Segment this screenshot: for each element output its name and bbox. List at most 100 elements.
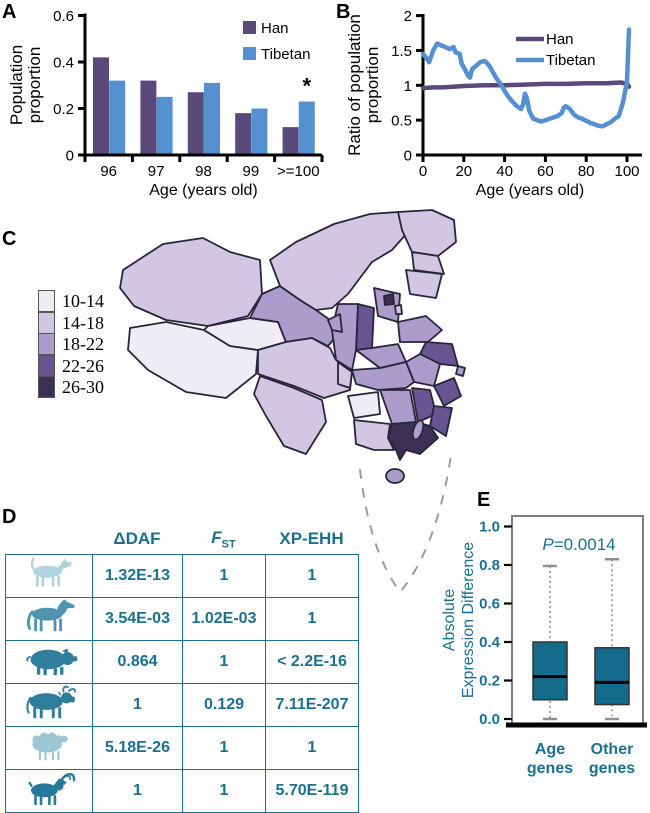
animal-cell	[5, 640, 93, 684]
b-y-tick-label: 0	[404, 148, 412, 165]
bar-han-98	[187, 92, 204, 155]
e-box-age	[532, 641, 568, 701]
a-x-tick-label: 99	[243, 163, 260, 180]
china-choropleth-map	[119, 209, 466, 484]
bar-tibetan-96	[109, 80, 126, 155]
stat-value-cell: 5.18E-26	[92, 726, 183, 770]
b-x-tick-label: 60	[537, 163, 554, 180]
table-column-header: FST	[211, 527, 236, 551]
map-legend-label: 18-22	[62, 334, 104, 354]
stat-value-cell: 1.32E-13	[92, 554, 183, 598]
animal-cell	[5, 597, 93, 641]
e-pvalue-annotation: P=0.0014	[542, 535, 615, 554]
stat-value-cell: 1	[265, 726, 359, 770]
e-y-tick-label: 0.0	[479, 711, 500, 728]
a-legend-label-tibetan: Tibetan	[261, 46, 310, 63]
map-legend-item: 26-30	[38, 376, 104, 398]
b-line-han	[420, 80, 632, 91]
panel-d-label: D	[2, 506, 17, 528]
animal-cell	[5, 769, 93, 813]
bar-tibetan-98	[204, 82, 220, 155]
e-y-tick-label: 0.2	[479, 673, 500, 690]
b-x-tick-label: 40	[496, 163, 513, 180]
map-region-chongqing	[337, 361, 353, 389]
map-region-tibet	[127, 321, 259, 399]
stat-value-cell: 1.02E-03	[182, 597, 266, 641]
map-legend-label: 26-30	[62, 377, 104, 397]
selection-stats-table-panel: ΔDAF FST XP-EHH 1.32E-13 1 1 3.54E-03 1.02E-03 1…	[5, 524, 361, 813]
a-x-tick-label: 98	[195, 163, 212, 180]
stat-value-cell: 1	[92, 683, 183, 727]
map-legend-swatch	[38, 354, 55, 377]
map-region-beijing	[383, 293, 395, 306]
map-legend-label: 14-18	[62, 312, 104, 333]
b-legend-label-tibetan: Tibetan	[546, 52, 595, 69]
stat-value-cell: 5.70E-119	[265, 769, 359, 813]
table-row-cattle: 1 0.129 7.11E-207	[5, 683, 359, 727]
b-y-tick-label: 1.5	[391, 43, 412, 60]
panel-c-label: C	[2, 228, 17, 250]
stat-value-cell: 1	[92, 769, 183, 813]
goat-icon	[28, 772, 76, 806]
table-row-goat: 1 1 5.70E-119	[5, 769, 359, 813]
map-legend-swatch	[38, 376, 55, 398]
stat-value-cell: 0.864	[92, 640, 183, 684]
expression-difference-boxplot: 0.0 0.2 0.4 0.6 0.8 1.0 Age genes Other genes P=0.…	[441, 515, 647, 777]
e-x-category-label: Other genes	[589, 741, 635, 777]
b-y-tick-label: 1	[404, 78, 412, 95]
map-region-sichuan	[257, 337, 353, 399]
a-x-axis-title: Age (years old)	[149, 182, 258, 199]
bar-tibetan-97	[156, 96, 173, 155]
stat-value-cell: 1	[182, 640, 266, 684]
sheep-icon	[32, 732, 68, 761]
map-region-yunnan	[253, 375, 327, 455]
bar-han->=100	[282, 127, 299, 155]
map-legend-swatch	[38, 311, 55, 334]
map-region-shanxi	[355, 303, 375, 351]
south-china-sea-dash-line	[359, 447, 453, 594]
population-proportion-bar-chart: 0 0.2 0.4 0.6 96 97 98 99 >=100 Populationproport…	[7, 8, 324, 199]
map-legend-label: 10-14	[62, 291, 104, 311]
map-region-zhejiang	[433, 377, 462, 407]
b-x-tick-label: 0	[419, 163, 427, 180]
stat-value-cell: 1	[265, 554, 359, 598]
stat-value-cell: 1	[182, 554, 266, 598]
bar-tibetan->=100	[298, 101, 315, 155]
bar-tibetan-99	[251, 108, 268, 155]
map-legend-item: 22-26	[38, 354, 104, 377]
dog-icon	[30, 557, 72, 587]
map-region-ningxia	[327, 313, 343, 333]
table-row-sheep: 5.18E-26 1 1	[5, 726, 359, 770]
map-region-hubei	[351, 361, 415, 391]
map-region-fujian	[429, 405, 453, 437]
map-region-tianjin	[394, 304, 403, 315]
a-x-tick-label: 97	[148, 163, 165, 180]
b-x-tick-label: 20	[455, 163, 472, 180]
e-y-tick-label: 0.4	[479, 634, 501, 651]
b-y-tick-label: 0.5	[391, 113, 412, 130]
pig-icon	[26, 648, 78, 676]
map-region-shanghai	[455, 365, 466, 377]
b-y-tick-label: 2	[404, 8, 412, 25]
animal-cell	[5, 683, 93, 727]
map-region-jiangsu	[419, 341, 459, 367]
stats-table: 1.32E-13 1 1 3.54E-03 1.02E-03 1 0.864 1 < 2.2E-…	[5, 554, 359, 813]
map-legend-item: 14-18	[38, 311, 104, 334]
e-y-axis-title: Absolute Expression Difference	[441, 542, 477, 698]
map-legend-swatch	[38, 333, 55, 355]
animal-cell	[5, 726, 93, 770]
table-header-row: ΔDAF FST XP-EHH	[92, 524, 361, 554]
animal-cell	[5, 554, 93, 598]
a-y-tick-label: 0	[66, 148, 74, 165]
bar-han-99	[235, 113, 252, 155]
stat-value-cell: 1	[182, 769, 266, 813]
e-y-tick-label: 0.8	[479, 557, 500, 574]
a-y-tick-label: 0.4	[53, 55, 74, 72]
a-significance-asterisk: *	[303, 74, 312, 99]
table-column-header: XP-EHH	[279, 529, 344, 548]
a-y-tick-label: 0.2	[53, 101, 74, 118]
table-row-pig: 0.864 1 < 2.2E-16	[5, 640, 359, 684]
bar-han-96	[93, 57, 109, 155]
map-region-liaoning	[405, 269, 443, 299]
